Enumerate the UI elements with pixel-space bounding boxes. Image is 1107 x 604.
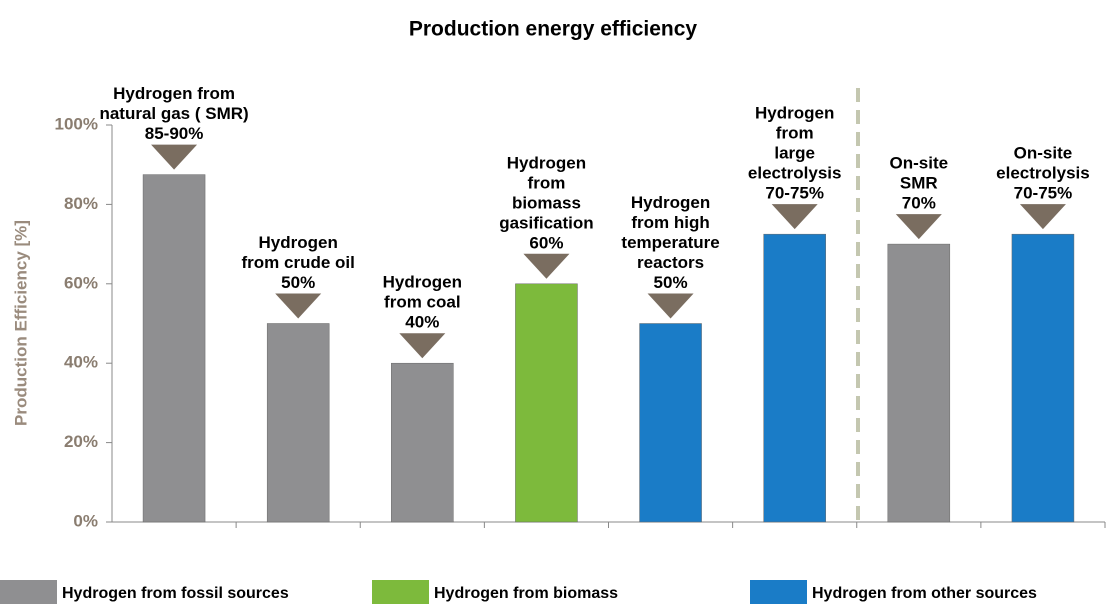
pointer xyxy=(275,293,322,319)
category-label: biomass xyxy=(512,193,581,212)
category-label: reactors xyxy=(637,253,704,272)
category-label: electrolysis xyxy=(996,164,1090,183)
value-label: 50% xyxy=(281,273,315,292)
pointer xyxy=(523,253,570,279)
legend-swatch xyxy=(750,580,807,604)
bar xyxy=(887,243,951,523)
pointer xyxy=(647,293,694,319)
pointer xyxy=(895,214,942,240)
legend-swatch xyxy=(372,580,429,604)
category-label: from xyxy=(776,124,814,143)
category-label: SMR xyxy=(900,174,938,193)
category-label: Hydrogen xyxy=(507,153,586,172)
legend-label: Hydrogen from fossil sources xyxy=(62,585,289,602)
pointer xyxy=(1019,204,1066,230)
category-label: Hydrogen xyxy=(755,104,834,123)
category-label: Hydrogen xyxy=(631,193,710,212)
bar xyxy=(391,362,454,523)
category-label: On-site xyxy=(890,154,949,173)
category-label: from xyxy=(528,173,566,192)
bar xyxy=(1011,233,1075,523)
y-axis-label: Production Efficiency [%] xyxy=(11,220,30,426)
category-label: from high xyxy=(631,213,709,232)
category-label: electrolysis xyxy=(748,164,842,183)
category-label: Hydrogen from xyxy=(113,84,235,103)
y-tick-label: 80% xyxy=(64,194,98,213)
category-label: natural gas ( SMR) xyxy=(99,104,248,123)
legend-label: Hydrogen from biomass xyxy=(434,585,618,602)
pointer xyxy=(151,144,198,170)
value-label: 70-75% xyxy=(765,184,824,203)
pointer xyxy=(771,204,818,230)
value-label: 70% xyxy=(902,194,936,213)
y-tick-label: 0% xyxy=(73,511,98,530)
category-label: large xyxy=(774,144,815,163)
bar xyxy=(266,323,330,523)
value-label: 70-75% xyxy=(1014,184,1073,203)
pointer xyxy=(399,333,446,359)
y-tick-label: 60% xyxy=(64,273,98,292)
legend-label: Hydrogen from other sources xyxy=(812,585,1037,602)
value-label: 60% xyxy=(529,233,563,252)
value-label: 50% xyxy=(654,273,688,292)
category-label: gasification xyxy=(499,213,593,232)
bar xyxy=(142,174,206,523)
value-label: 40% xyxy=(405,313,439,332)
y-tick-label: 100% xyxy=(55,114,98,133)
bar xyxy=(639,323,702,523)
category-label: Hydrogen xyxy=(383,273,462,292)
category-label: Hydrogen xyxy=(259,233,338,252)
bar xyxy=(515,283,578,523)
y-tick-label: 20% xyxy=(64,432,98,451)
y-tick-label: 40% xyxy=(64,353,98,372)
bar xyxy=(763,233,826,523)
category-label: from coal xyxy=(384,293,461,312)
category-label: temperature xyxy=(621,233,719,252)
chart-title: Production energy efficiency xyxy=(409,18,698,41)
category-label: On-site xyxy=(1014,144,1073,163)
legend-swatch xyxy=(0,580,57,604)
category-label: from crude oil xyxy=(242,253,355,272)
value-label: 85-90% xyxy=(145,124,204,143)
